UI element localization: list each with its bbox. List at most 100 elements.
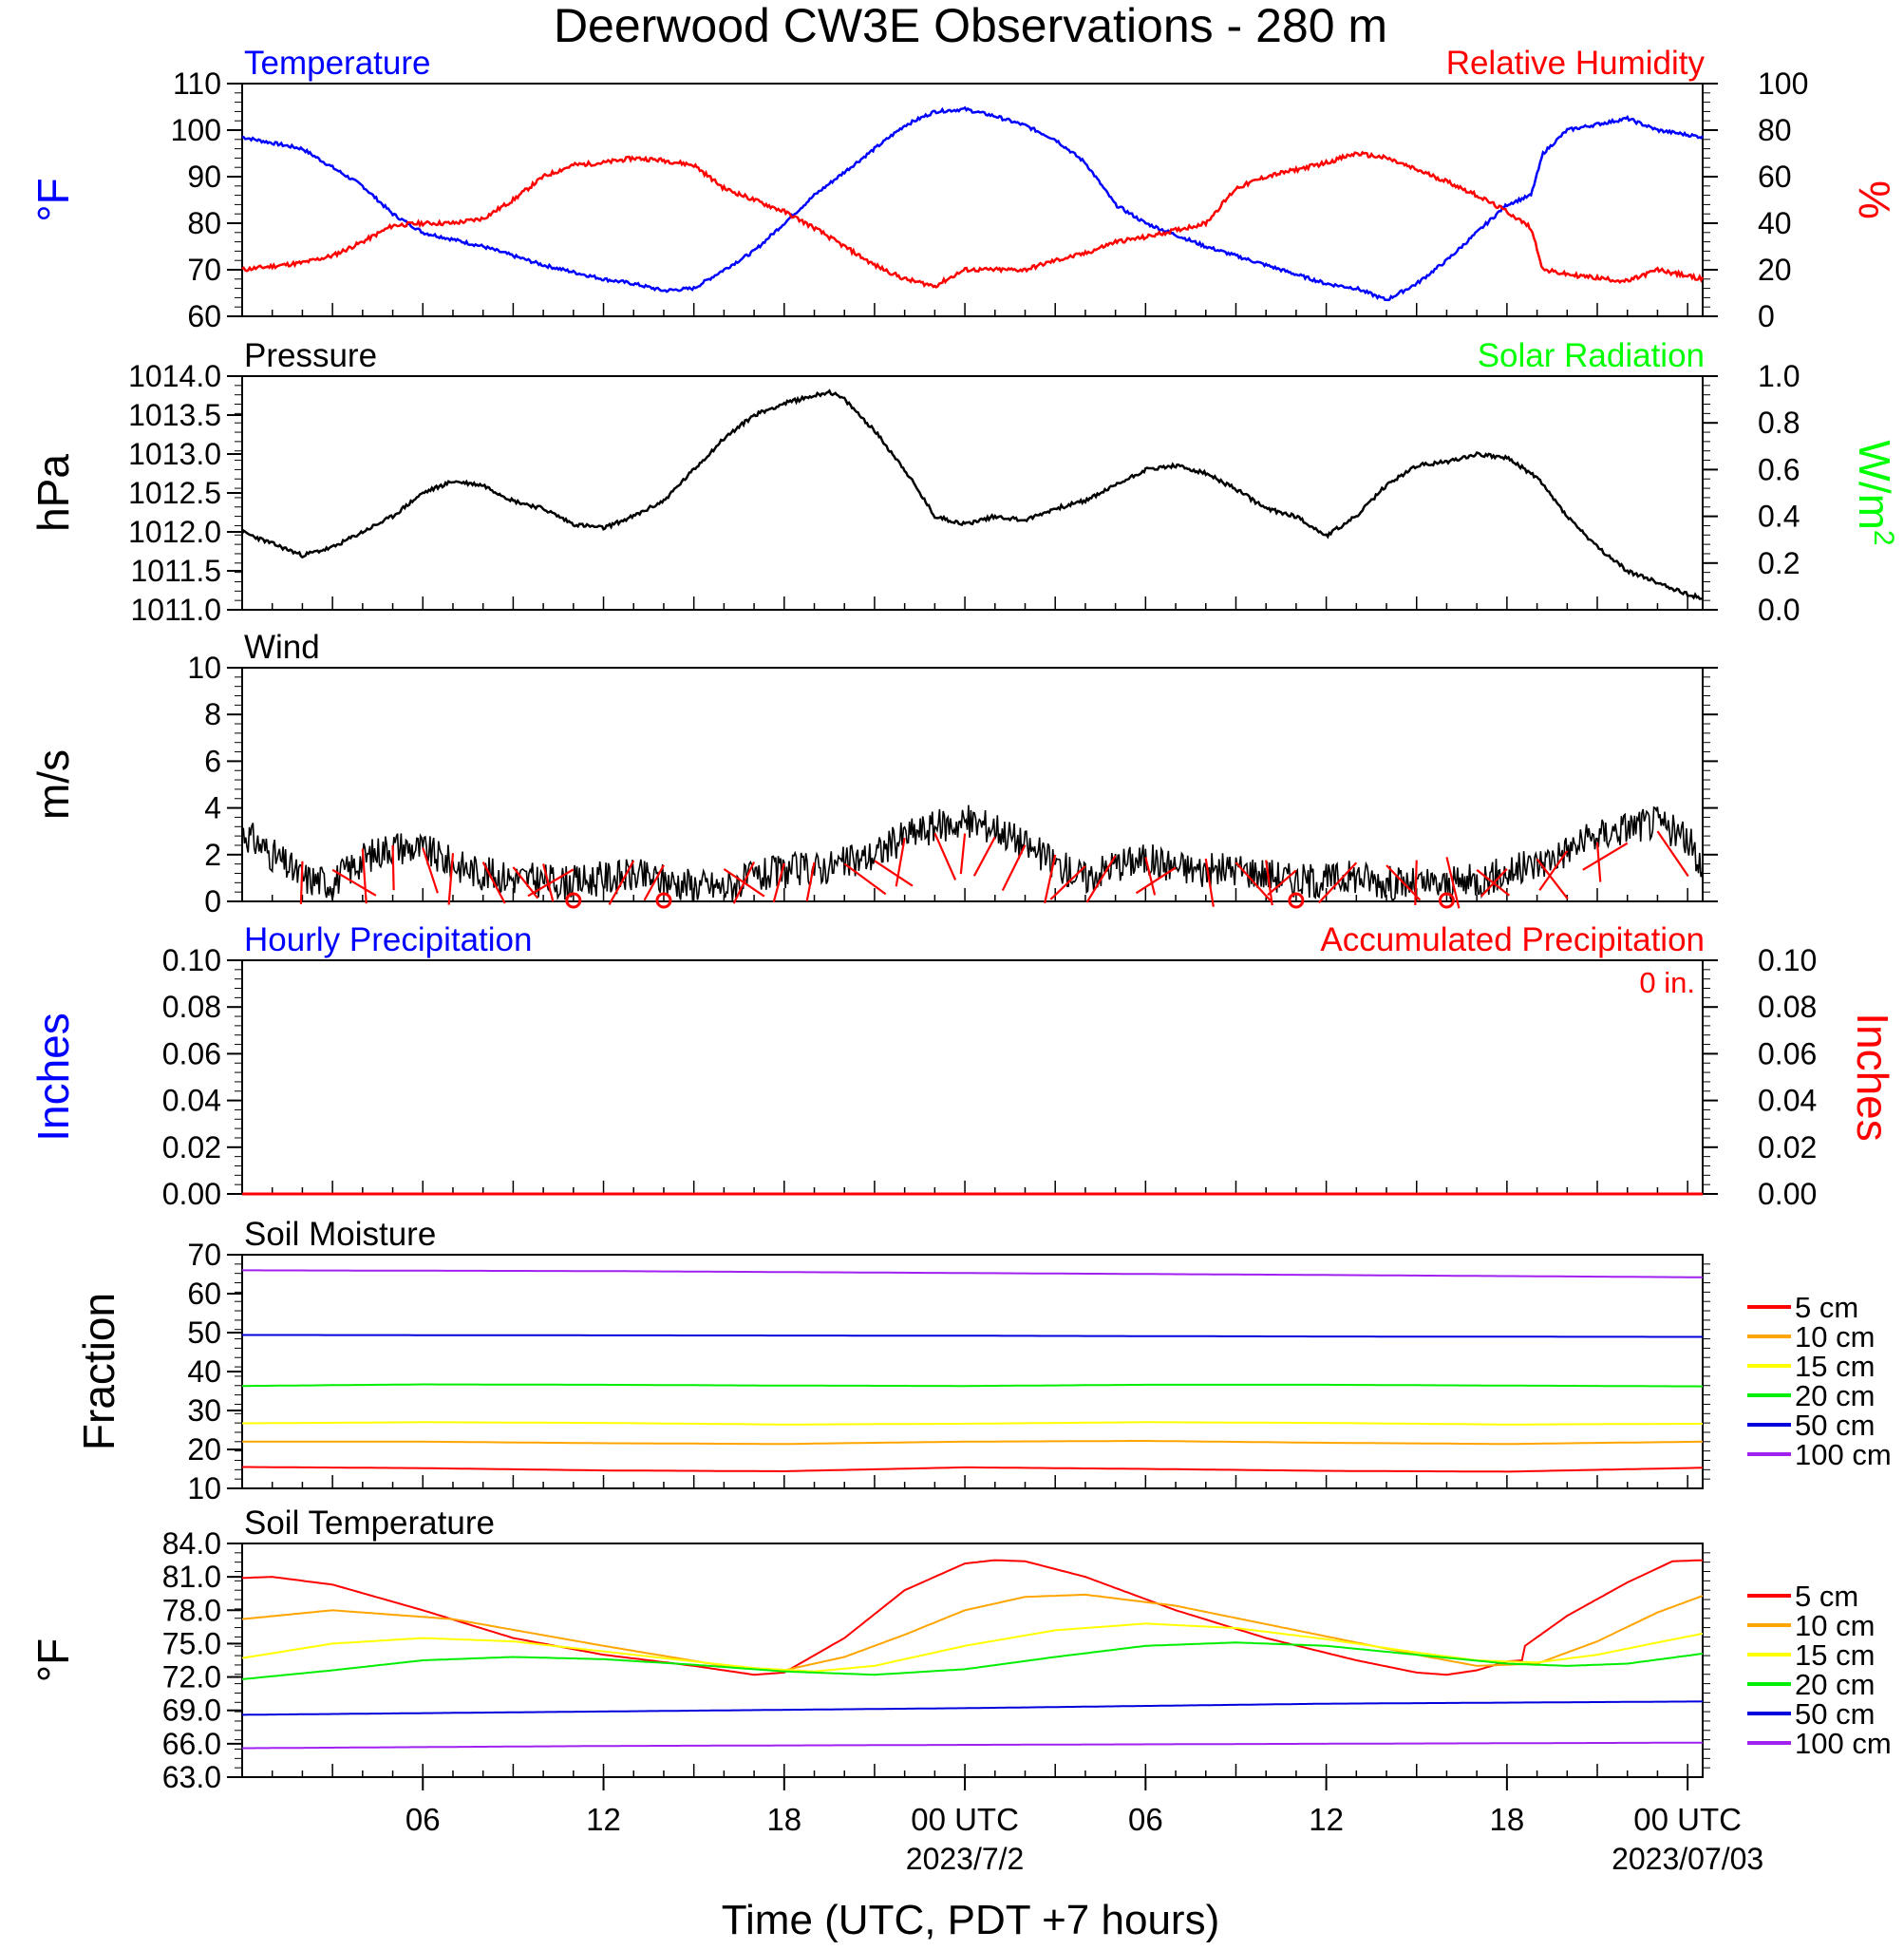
wind-barb (422, 847, 439, 894)
temp_rh-right-tick-label: 60 (1758, 160, 1792, 194)
soil_temp-legend-label: 5 cm (1795, 1580, 1858, 1613)
wind-barb (481, 861, 506, 904)
wind-barb (1538, 850, 1569, 891)
wind-barb (1044, 854, 1057, 904)
precip-right-tick-label: 0.10 (1758, 943, 1817, 977)
calm-wind-marker (655, 892, 672, 909)
figure-title: Deerwood CW3E Observations - 280 m (554, 0, 1387, 52)
wind-barb (331, 868, 377, 897)
soil_temp-left-unit: °F (28, 1638, 78, 1683)
soil_moisture-legend-label: 50 cm (1795, 1409, 1875, 1442)
soil_temp-left-tick-label: 63.0 (162, 1760, 221, 1794)
soil-temp-line-10cm (241, 1593, 1704, 1672)
soil_moisture-left-tick-label: 30 (187, 1393, 221, 1428)
wind-barb (1085, 855, 1117, 903)
pressure-left-tick-label: 1013.5 (128, 398, 221, 432)
relative-humidity-series-line (241, 150, 1705, 289)
soil_moisture-legend-label: 5 cm (1795, 1291, 1858, 1324)
temp_rh-right-tick-label: 40 (1758, 206, 1792, 240)
precip-left-tick-label: 0.06 (162, 1036, 221, 1070)
soil_temp-left-tick-label: 69.0 (162, 1694, 221, 1728)
wind-panel: 0 2 4 6 8 10 m/s Wind (28, 629, 1718, 918)
precip-left-tick-label: 0.00 (162, 1177, 221, 1211)
precip-left-tick-label: 0.02 (162, 1130, 221, 1164)
pressure-left-tick-label: 1014.0 (128, 359, 221, 393)
x-tick-label: 00 UTC (911, 1802, 1019, 1837)
soil_moisture-left-tick-label: 70 (187, 1238, 221, 1272)
wind-barb (1536, 858, 1569, 899)
x-tick-label: 00 UTC (1633, 1802, 1742, 1837)
wind-barb (972, 836, 996, 877)
soil-moisture-line-5cm (242, 1466, 1704, 1473)
soil_temp-left-tick-label: 72.0 (162, 1660, 221, 1694)
temp_rh-right-label: Relative Humidity (1446, 45, 1706, 82)
wind-speed-series-line (241, 805, 1704, 902)
x-tick-label: 06 (1128, 1802, 1163, 1837)
wind-barb (527, 868, 575, 898)
soil-temp-line-20cm (241, 1641, 1704, 1680)
wind-barb (1204, 858, 1215, 907)
calm-wind-marker (1288, 892, 1305, 909)
wind-barb (542, 863, 555, 902)
temp_rh-left-tick-label: 110 (173, 66, 221, 101)
calm-wind-marker (565, 892, 582, 909)
soil_temp-legend-label: 100 cm (1795, 1727, 1892, 1760)
x-tick-label: 18 (766, 1802, 801, 1837)
soil_moisture-legend-label: 10 cm (1795, 1320, 1875, 1354)
x-date-label: 2023/7/2 (906, 1842, 1025, 1876)
wind-barb (1001, 844, 1027, 892)
calm-wind-marker (1438, 892, 1455, 909)
x-date-label: 2023/07/03 (1612, 1842, 1763, 1876)
precip-left-unit: Inches (28, 1013, 78, 1142)
temp_rh-right-tick-label: 100 (1758, 66, 1808, 101)
soil_moisture-legend-label: 15 cm (1795, 1350, 1875, 1383)
wind-left-label: Wind (244, 629, 320, 666)
pressure-left-unit: hPa (28, 454, 78, 532)
wind-barb (447, 853, 455, 905)
wind-barb (299, 861, 304, 904)
soil_moisture-left-tick-label: 40 (187, 1354, 221, 1389)
precip-right-tick-label: 0.06 (1758, 1036, 1817, 1070)
wind-left-tick-label: 8 (204, 697, 221, 731)
x-tick-label: 18 (1490, 1802, 1525, 1837)
wind-barb (732, 861, 756, 904)
wind-barb (1144, 857, 1157, 896)
temp_rh-left-tick-label: 100 (171, 113, 221, 147)
temp_rh-panel: 60 70 80 90 100 110 °F Temperature 0 20 40 60 80 100 R… (28, 45, 1899, 333)
precip-right-tick-label: 0.00 (1758, 1177, 1817, 1211)
wind-plot-frame (241, 667, 1704, 902)
soil_moisture-left-unit: Fraction (74, 1293, 123, 1450)
temp_rh-right-tick-label: 20 (1758, 253, 1792, 287)
soil_temp-left-tick-label: 75.0 (162, 1626, 221, 1660)
soil-temp-line-50cm (242, 1700, 1704, 1716)
wind-barb (933, 832, 957, 880)
x-tick-label: 12 (586, 1802, 621, 1837)
wind-barb (895, 837, 906, 887)
wind-barb (1445, 857, 1461, 909)
soil-moisture-line-15cm (242, 1421, 1704, 1426)
precip-left-tick-label: 0.10 (162, 943, 221, 977)
wind-barb (1480, 868, 1508, 898)
soil_moisture-legend-label: 20 cm (1795, 1379, 1875, 1412)
soil_temp-plot-frame (241, 1543, 1704, 1778)
x-tick-label: 12 (1309, 1802, 1344, 1837)
time-axis: 06 12 18 00 UTC 06 12 18 00 UTC 2023/7/2 2023/07/… (405, 1777, 1763, 1876)
soil_moisture-left-tick-label: 10 (187, 1471, 221, 1505)
wind-left-tick-label: 4 (204, 791, 221, 825)
soil_moisture-left-tick-label: 60 (187, 1277, 221, 1311)
x-axis-title: Time (UTC, PDT +7 hours) (722, 1897, 1219, 1943)
soil_temp-left-tick-label: 66.0 (162, 1727, 221, 1761)
pressure-right-tick-label: 1.0 (1758, 359, 1800, 393)
x-tick-label: 06 (405, 1802, 441, 1837)
pressure-panel: 1011.0 1011.5 1012.0 1012.5 1013.0 1013.5 1014… (28, 337, 1900, 627)
pressure-left-label: Pressure (244, 337, 377, 374)
wind-left-tick-label: 6 (204, 744, 221, 778)
wind-barb (361, 848, 368, 904)
soil_temp-left-label: Soil Temperature (244, 1505, 495, 1542)
temp_rh-left-unit: °F (28, 178, 78, 222)
precip-right-tick-label: 0.02 (1758, 1130, 1817, 1164)
wind-barb (1656, 830, 1689, 878)
pressure-left-tick-label: 1012.0 (128, 515, 221, 549)
